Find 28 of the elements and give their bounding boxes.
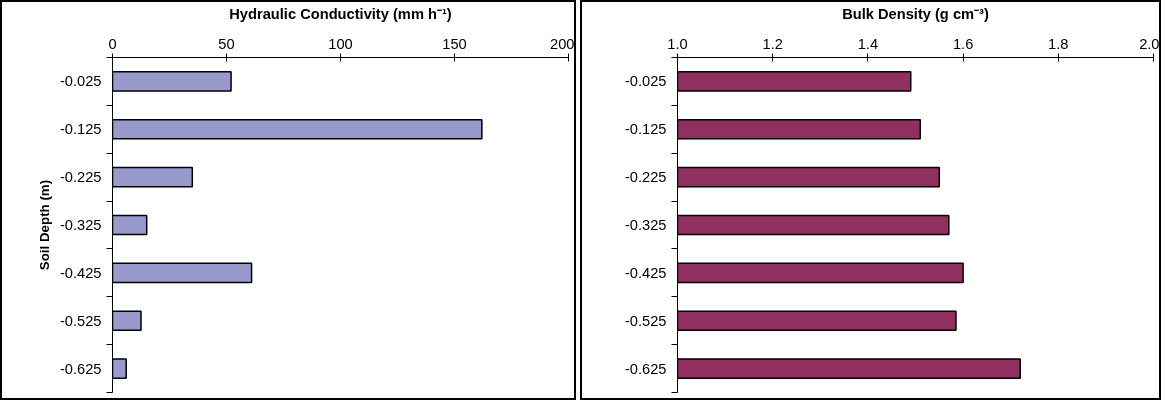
x-tick-label: 200 [550, 35, 575, 52]
x-tick-label: 0 [108, 35, 117, 52]
x-tick-label: 1.8 [1048, 35, 1069, 52]
y-tick-label: -0.425 [624, 264, 667, 281]
y-tick-label: -0.525 [59, 312, 102, 329]
x-axis-title: Hydraulic Conductivity (mm h⁻¹) [229, 5, 452, 22]
y-tick-label: -0.625 [624, 360, 667, 377]
x-tick-label: 1.2 [762, 35, 783, 52]
y-tick-label: -0.025 [59, 73, 102, 90]
x-tick-label: 1.4 [857, 35, 879, 52]
y-tick-label: -0.125 [624, 121, 667, 138]
y-tick-label: -0.225 [59, 169, 102, 186]
y-tick-label: -0.325 [59, 217, 102, 233]
y-tick-label: -0.125 [59, 121, 102, 138]
x-tick-label: 2.0 [1139, 35, 1160, 52]
y-tick-label: -0.525 [624, 312, 667, 329]
x-tick-label: 1.0 [667, 35, 688, 52]
y-tick-label: -0.225 [624, 169, 667, 186]
y-tick-label: -0.025 [624, 73, 667, 90]
y-tick-label: -0.625 [59, 360, 102, 377]
x-tick-label: 150 [442, 35, 467, 52]
x-tick-label: 100 [328, 35, 353, 52]
x-tick-label: 50 [218, 35, 235, 52]
x-tick-label: 1.6 [952, 35, 974, 52]
y-tick-label: -0.425 [59, 264, 102, 281]
y-tick-label: -0.325 [624, 217, 667, 233]
x-axis-title: Bulk Density (g cm⁻³) [842, 5, 989, 22]
y-axis-title: Soil Depth (m) [36, 179, 52, 271]
